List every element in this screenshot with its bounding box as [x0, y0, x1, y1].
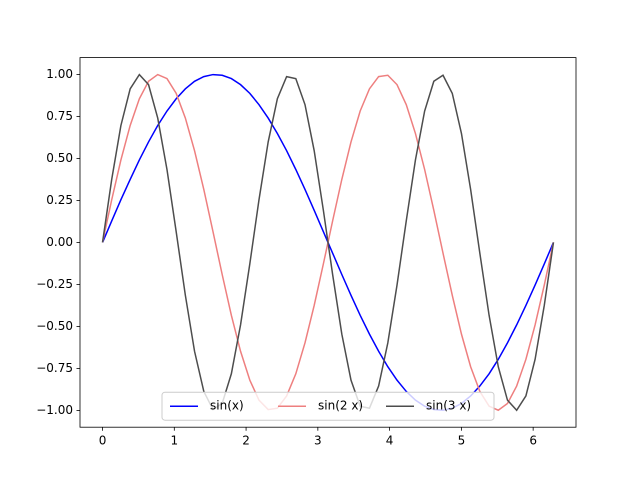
- y-tick-label: 0.00: [46, 235, 73, 249]
- y-tick-label: 0.25: [46, 193, 73, 207]
- y-tick-label: 1.00: [46, 67, 73, 81]
- y-tick-label: −0.50: [36, 319, 73, 333]
- x-tick-label: 1: [170, 434, 178, 448]
- y-tick-label: −0.25: [36, 277, 73, 291]
- y-tick-label: 0.75: [46, 109, 73, 123]
- axes-frame: [79, 57, 577, 428]
- x-tick-label: 3: [314, 434, 322, 448]
- legend-label: sin(3 x): [426, 399, 471, 413]
- legend-label: sin(2 x): [318, 399, 363, 413]
- x-tick-label: 6: [529, 434, 537, 448]
- y-tick-label: 0.50: [46, 151, 73, 165]
- y-tick-label: −1.00: [36, 403, 73, 417]
- line: [101, 73, 555, 412]
- legend-box: [161, 391, 495, 421]
- y-tick-label: −0.75: [36, 361, 73, 375]
- x-tick-label: 2: [242, 434, 250, 448]
- x-tick-label: 0: [99, 434, 107, 448]
- x-tick-label: 4: [386, 434, 394, 448]
- legend-label: sin(x): [210, 399, 244, 413]
- x-tick-label: 5: [458, 434, 466, 448]
